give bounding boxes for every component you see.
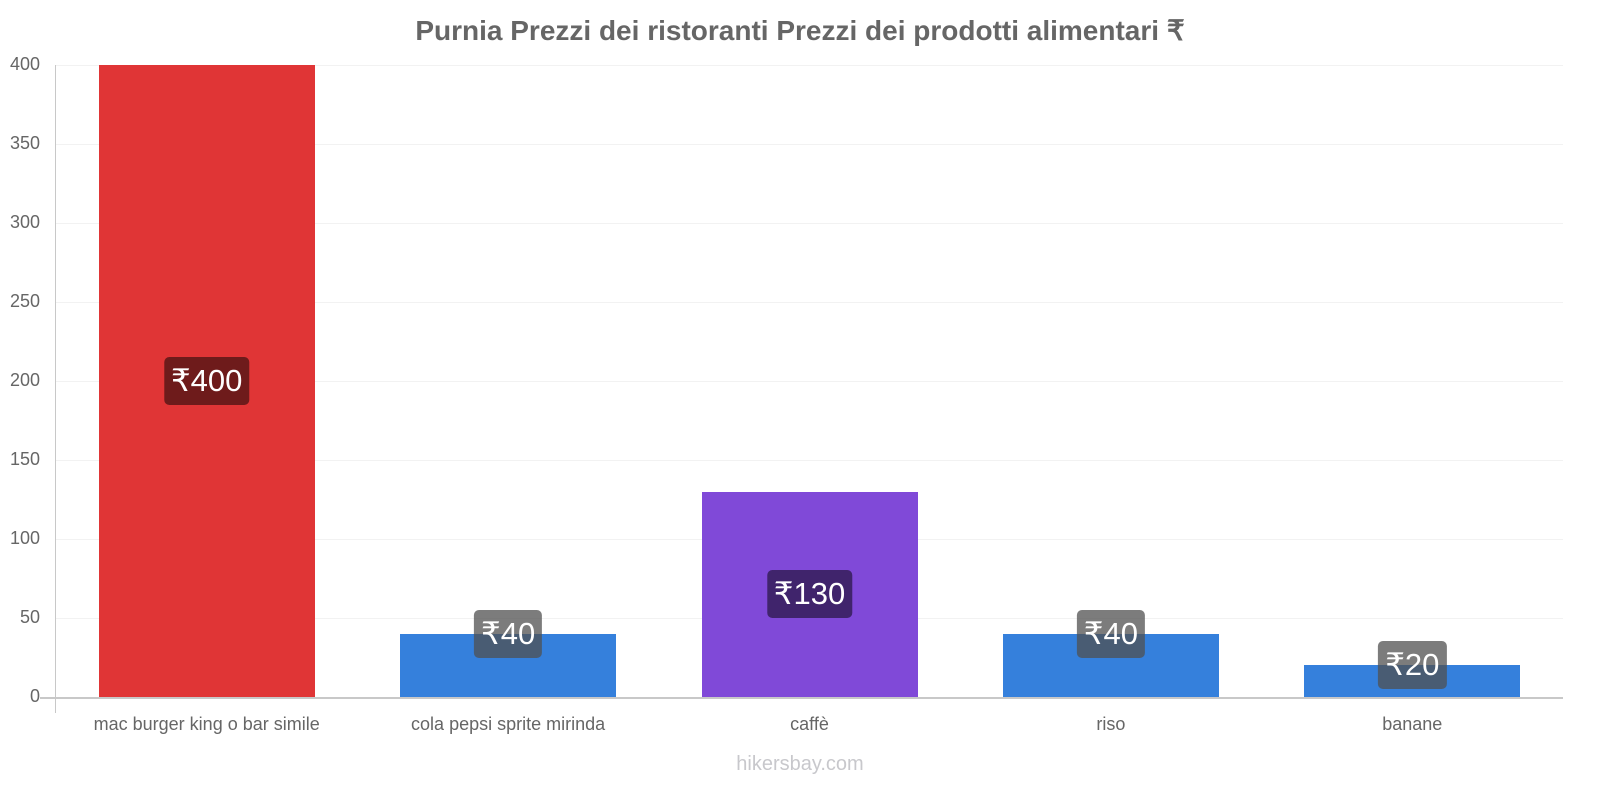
bar-value-label: ₹40 [473, 609, 543, 658]
x-axis-line [40, 697, 1563, 699]
y-tick-label: 0 [29, 686, 40, 706]
y-tick-label: 300 [9, 212, 40, 232]
bar-value-label: ₹130 [766, 570, 853, 619]
y-tick-label: 250 [9, 291, 40, 311]
y-tick-label: 100 [9, 528, 40, 548]
bar-value-label: ₹40 [1076, 609, 1145, 658]
x-tick-label: mac burger king o bar simile [93, 714, 320, 734]
watermark: hikersbay.com [736, 753, 864, 775]
gridline [56, 460, 1563, 461]
x-tick-label: banane [1382, 714, 1443, 734]
gridline [56, 302, 1563, 303]
x-tick-label: cola pepsi sprite mirinda [411, 714, 606, 734]
chart-title: Purnia Prezzi dei ristoranti Prezzi dei … [415, 15, 1185, 46]
bar-value-label: ₹20 [1378, 641, 1447, 690]
x-tick-label: caffè [790, 714, 829, 734]
y-tick-label: 400 [9, 54, 40, 74]
gridline [56, 381, 1563, 382]
y-tick-label: 50 [19, 607, 40, 627]
gridline [56, 65, 1563, 66]
gridline [56, 223, 1563, 224]
gridline [56, 144, 1563, 145]
y-tick-label: 150 [9, 449, 40, 469]
x-tick-label: riso [1096, 714, 1126, 734]
y-tick-label: 350 [9, 133, 40, 153]
y-axis-line [55, 65, 56, 713]
y-tick-label: 200 [9, 370, 40, 390]
bar-value-label: ₹400 [163, 357, 250, 405]
